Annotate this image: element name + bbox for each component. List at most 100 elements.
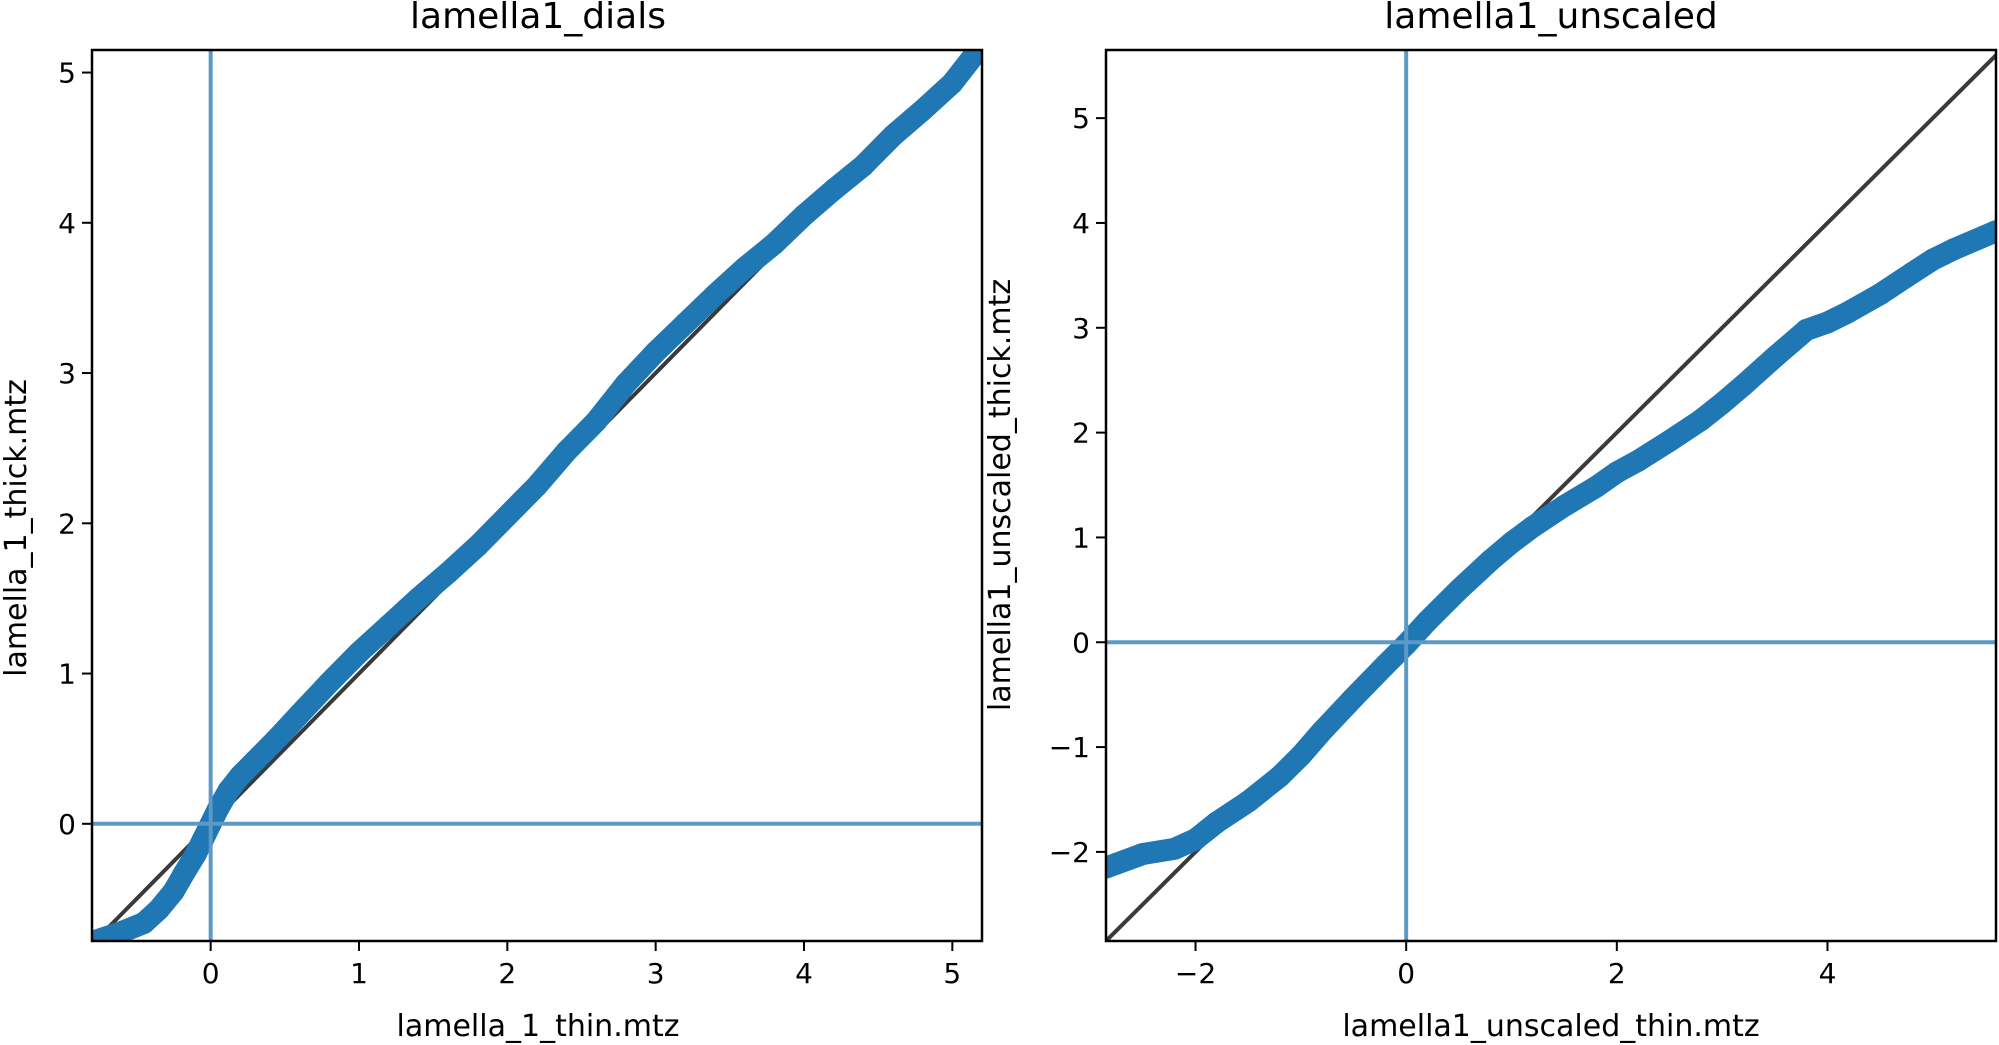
data-point xyxy=(555,440,578,463)
data-point xyxy=(437,561,459,584)
y-tick-label: 3 xyxy=(1072,312,1090,345)
y-tick-label: 2 xyxy=(58,507,76,540)
data-point xyxy=(377,614,400,637)
y-tick-label: 3 xyxy=(58,357,76,390)
identity-line xyxy=(1106,52,1996,941)
x-tick-label: 5 xyxy=(943,957,961,990)
data-point xyxy=(674,312,697,335)
data-point xyxy=(1205,811,1228,834)
x-axis-label: lamella1_unscaled_thin.mtz xyxy=(1342,1009,1759,1044)
data-point xyxy=(1447,578,1470,601)
chart-title: lamella1_dials xyxy=(410,0,666,37)
data-point xyxy=(92,930,106,941)
data-point xyxy=(733,256,756,279)
plot-area: 0 1 2 3 4 5 0 1 2 3 4 5 xyxy=(58,48,984,990)
data-point xyxy=(1310,720,1333,743)
data-point xyxy=(1521,515,1544,538)
data-point xyxy=(1711,392,1734,415)
data-point xyxy=(911,99,934,122)
data-point xyxy=(1553,494,1576,517)
data-point xyxy=(793,204,815,227)
data-point xyxy=(1106,856,1117,879)
plot-area: −2 0 2 4 −2 −1 0 1 2 3 4 5 xyxy=(1049,48,1998,990)
data-point xyxy=(244,749,267,772)
data-point xyxy=(348,641,370,664)
data-point xyxy=(882,124,904,147)
x-tick-label: 3 xyxy=(647,957,665,990)
data-point xyxy=(1690,409,1713,432)
data-point xyxy=(1942,238,1965,261)
data-point xyxy=(1416,610,1439,633)
y-tick-label: 5 xyxy=(58,57,76,90)
x-tick-label: −2 xyxy=(1175,957,1216,990)
plot-content xyxy=(1106,50,1996,941)
chart-title: lamella1_unscaled xyxy=(1384,0,1718,37)
data-point xyxy=(941,72,964,95)
y-tick-label: −2 xyxy=(1049,836,1090,869)
data-point xyxy=(1584,476,1607,499)
axes-frame xyxy=(1104,48,1998,943)
series-line xyxy=(1106,220,1996,879)
data-point xyxy=(1184,828,1207,851)
axes-frame xyxy=(90,48,984,943)
x-tick-label: 4 xyxy=(795,957,813,990)
data-point xyxy=(1837,301,1860,324)
panel-lamella1-unscaled: lamella1_unscaled −2 0 2 4 −2 −1 0 1 2 3 4 5 lamell… xyxy=(983,0,1998,1044)
x-tick-label: 2 xyxy=(1608,957,1626,990)
data-point xyxy=(1163,837,1186,860)
y-tick-label: 2 xyxy=(1072,417,1090,450)
data-point xyxy=(1500,531,1523,554)
data-point xyxy=(1985,220,1996,243)
y-tick-label: −1 xyxy=(1049,731,1090,764)
data-point xyxy=(644,341,667,364)
data-point xyxy=(1374,654,1397,677)
data-point xyxy=(615,372,637,395)
x-tick-label: 0 xyxy=(202,957,220,990)
data-point xyxy=(266,727,289,750)
data-point xyxy=(172,862,195,885)
data-point xyxy=(147,898,170,921)
data-point xyxy=(217,779,240,802)
data-point xyxy=(1763,346,1786,369)
data-point xyxy=(466,534,489,557)
x-tick-label: 4 xyxy=(1819,957,1837,990)
y-tick-label: 1 xyxy=(1072,521,1090,554)
y-tick-label: 1 xyxy=(58,658,76,691)
data-point xyxy=(318,671,341,694)
data-point xyxy=(963,50,982,66)
data-point xyxy=(1131,842,1154,865)
y-tick-label: 0 xyxy=(1072,626,1090,659)
data-point xyxy=(1732,374,1755,397)
data-point xyxy=(110,920,133,941)
x-tick-label: 2 xyxy=(498,957,516,990)
data-point xyxy=(496,504,519,527)
y-axis-label: lamella_1_thick.mtz xyxy=(0,379,34,677)
data-point xyxy=(132,911,155,934)
data-point xyxy=(229,764,252,787)
data-point xyxy=(288,703,311,726)
plot-content xyxy=(92,50,982,941)
data-point xyxy=(1900,262,1923,285)
x-axis-label: lamella_1_thin.mtz xyxy=(397,1009,680,1044)
data-point xyxy=(585,410,608,433)
data-point xyxy=(1816,311,1839,334)
y-tick-label: 4 xyxy=(1072,207,1090,240)
y-tick-label: 4 xyxy=(58,207,76,240)
data-point xyxy=(852,154,875,177)
data-point xyxy=(1479,549,1502,572)
data-point xyxy=(1795,318,1818,341)
y-axis-label: lamella1_unscaled_thick.mtz xyxy=(983,279,1018,711)
data-point xyxy=(1658,429,1681,452)
data-point xyxy=(822,178,845,201)
data-point xyxy=(1626,449,1649,472)
data-point xyxy=(763,232,786,255)
data-point xyxy=(1605,461,1628,484)
data-point xyxy=(407,587,430,610)
data-point xyxy=(526,474,548,497)
x-tick-label: 0 xyxy=(1397,957,1415,990)
data-point xyxy=(162,880,185,903)
data-point xyxy=(1268,765,1291,788)
data-point xyxy=(1921,248,1944,271)
panel-lamella1-dials: lamella1_dials 0 1 2 3 4 5 0 1 2 3 4 5 lamella_1_th… xyxy=(0,0,984,1044)
